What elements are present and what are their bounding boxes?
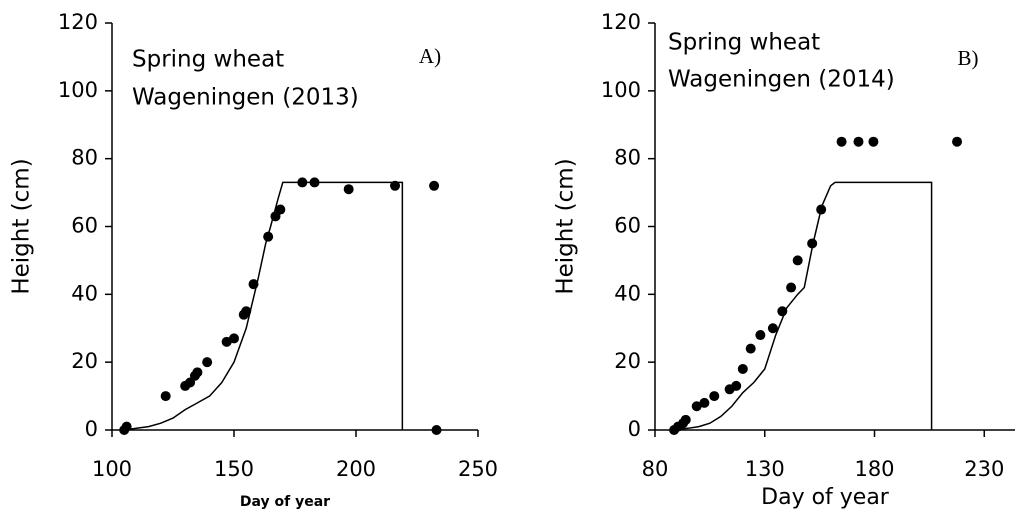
annotation: A) xyxy=(419,44,441,68)
y-tick-label: 80 xyxy=(71,146,98,170)
data-point xyxy=(709,391,720,402)
data-point xyxy=(767,323,778,334)
model-line xyxy=(124,181,404,431)
data-point xyxy=(807,238,818,249)
annotation: Wageningen (2013) xyxy=(132,85,359,111)
data-point xyxy=(792,255,803,266)
annotation: Spring wheat xyxy=(668,30,820,56)
data-point xyxy=(202,357,213,368)
data-point xyxy=(241,306,252,317)
y-tick-label: 40 xyxy=(614,281,641,305)
x-tick-label: 130 xyxy=(745,457,785,481)
x-tick-label: 200 xyxy=(336,457,376,481)
data-point xyxy=(192,367,203,378)
data-point xyxy=(745,343,756,354)
data-point xyxy=(786,282,797,293)
y-tick-label: 40 xyxy=(71,281,98,305)
data-point xyxy=(699,397,710,408)
data-point xyxy=(680,414,691,425)
data-point xyxy=(853,136,864,147)
x-tick-label: 230 xyxy=(964,457,1004,481)
data-point xyxy=(429,180,440,191)
data-point xyxy=(390,180,401,191)
data-point xyxy=(737,363,748,374)
y-tick-label: 120 xyxy=(58,10,98,34)
y-tick-label: 60 xyxy=(614,214,641,238)
y-tick-label: 0 xyxy=(85,417,98,441)
y-tick-label: 80 xyxy=(614,146,641,170)
x-tick-label: 180 xyxy=(854,457,894,481)
y-tick-label: 100 xyxy=(601,78,641,102)
data-point xyxy=(229,333,239,344)
y-tick-label: 0 xyxy=(628,417,641,441)
annotation: Wageningen (2014) xyxy=(668,67,895,93)
model-line xyxy=(672,181,933,431)
data-point xyxy=(952,136,963,147)
y-tick-label: 120 xyxy=(601,10,641,34)
y-tick-label: 20 xyxy=(71,349,98,373)
x-tick-label: 80 xyxy=(642,457,669,481)
y-axis-label: Height (cm) xyxy=(9,158,35,294)
x-tick-label: 150 xyxy=(214,457,254,481)
data-point xyxy=(731,380,742,391)
annotation: Spring wheat xyxy=(132,47,284,73)
data-point xyxy=(160,391,171,402)
x-tick-label: 100 xyxy=(92,457,132,481)
data-point xyxy=(343,184,354,195)
data-point xyxy=(431,425,442,435)
x-tick-label: 250 xyxy=(458,457,498,481)
y-tick-label: 100 xyxy=(58,78,98,102)
y-axis-label: Height (cm) xyxy=(553,158,579,294)
y-tick-label: 60 xyxy=(71,214,98,238)
data-point xyxy=(868,136,879,147)
data-point xyxy=(836,136,847,147)
data-point xyxy=(691,401,702,412)
annotation: B) xyxy=(958,46,979,70)
data-point xyxy=(275,204,286,215)
x-axis-label: Day of year xyxy=(761,485,890,510)
x-axis-label: Day of year xyxy=(240,494,330,510)
data-point xyxy=(755,330,766,341)
y-tick-label: 20 xyxy=(614,349,641,373)
